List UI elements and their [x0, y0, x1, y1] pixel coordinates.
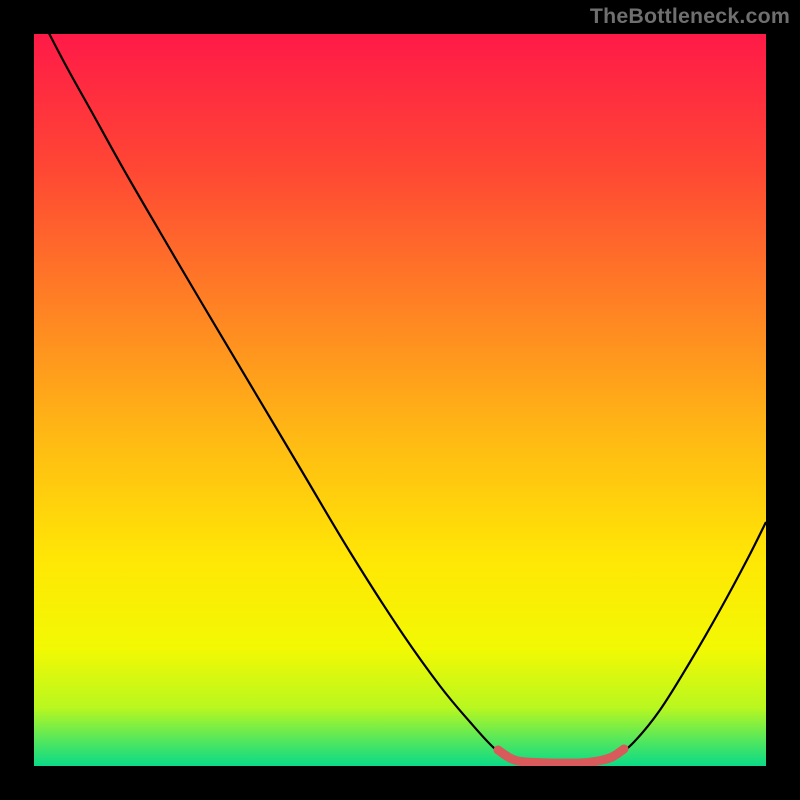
bottleneck-chart-svg	[0, 0, 800, 800]
watermark-text: TheBottleneck.com	[590, 4, 790, 29]
gradient-plot-area	[34, 34, 766, 766]
chart-canvas: TheBottleneck.com	[0, 0, 800, 800]
